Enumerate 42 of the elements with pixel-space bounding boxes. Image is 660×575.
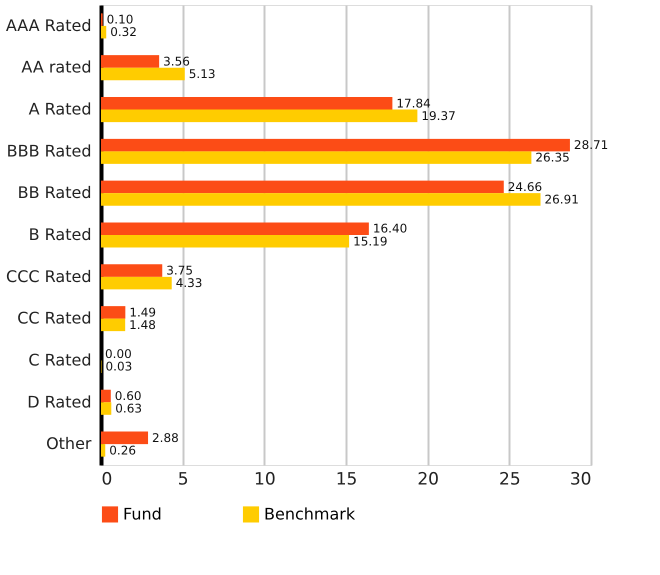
- data-label: 0.32: [110, 25, 137, 40]
- y-tick-label: CCC Rated: [6, 266, 92, 286]
- legend-label: Benchmark: [264, 504, 356, 524]
- data-label: 15.19: [353, 234, 388, 248]
- data-label: 5.13: [188, 67, 216, 81]
- y-tick-label: C Rated: [28, 350, 92, 370]
- data-label: 3.56: [163, 54, 190, 68]
- data-label: 0.00: [105, 347, 132, 362]
- data-label: 19.37: [421, 108, 456, 123]
- y-tick-label: Other: [46, 434, 92, 454]
- x-tick-label: 15: [336, 470, 358, 490]
- y-tick-label: D Rated: [27, 392, 92, 412]
- x-tick-label: 5: [178, 470, 189, 490]
- y-tick-label: BBB Rated: [6, 141, 92, 160]
- data-label: 28.71: [574, 138, 608, 152]
- x-tick-label: 25: [499, 470, 521, 490]
- data-label: 0.60: [114, 389, 142, 403]
- data-label: 0.63: [115, 402, 142, 416]
- x-tick-label: 20: [417, 470, 439, 490]
- data-label: 26.91: [544, 192, 579, 206]
- data-label: 26.35: [535, 150, 570, 165]
- y-tick-label: CC Rated: [17, 308, 92, 328]
- y-tick-label: AA rated: [21, 58, 92, 77]
- data-label: 16.40: [372, 222, 408, 236]
- data-label: 0.10: [106, 12, 134, 27]
- data-label: 3.75: [166, 264, 193, 278]
- y-tick-label: B Rated: [28, 225, 92, 244]
- data-label: 24.66: [508, 180, 542, 194]
- data-label: 2.88: [152, 430, 179, 445]
- legend-label: Fund: [123, 504, 162, 524]
- y-tick-label: A Rated: [28, 100, 92, 119]
- data-label: 0.03: [105, 360, 132, 374]
- data-label: 4.33: [176, 276, 202, 290]
- data-label: 17.84: [396, 96, 431, 110]
- x-tick-label: 30: [570, 470, 592, 490]
- x-tick-label: 0: [102, 470, 112, 490]
- data-label: 1.49: [129, 305, 156, 320]
- data-label: 0.26: [109, 443, 136, 458]
- data-label: 1.48: [129, 318, 156, 332]
- x-tick-label: 10: [254, 470, 276, 490]
- y-tick-label: BB Rated: [18, 183, 92, 202]
- y-tick-label: AAA Rated: [6, 16, 92, 35]
